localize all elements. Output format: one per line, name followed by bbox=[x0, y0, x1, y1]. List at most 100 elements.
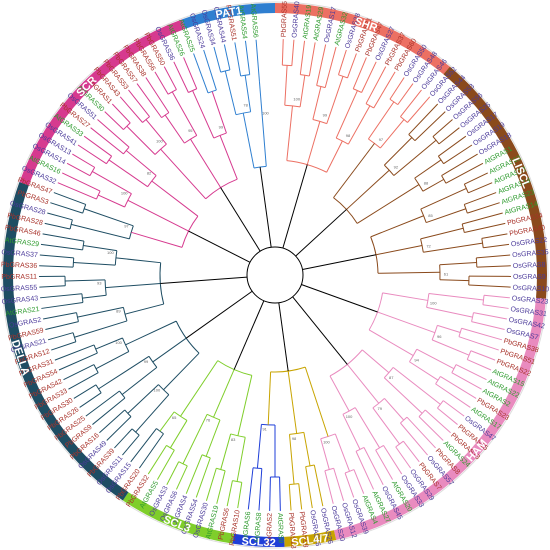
branch-line bbox=[320, 438, 330, 470]
branch-line bbox=[288, 434, 295, 485]
branch-line bbox=[471, 321, 505, 330]
branch-line bbox=[72, 153, 95, 168]
branch-line bbox=[335, 90, 358, 139]
branch-line bbox=[53, 192, 86, 205]
branch-line bbox=[136, 83, 162, 118]
branch-line bbox=[124, 303, 164, 315]
bootstrap-value: 85 bbox=[428, 213, 433, 218]
branch-line bbox=[306, 121, 321, 165]
branch-line bbox=[244, 75, 252, 112]
branch-line bbox=[424, 409, 451, 434]
leaf-label: PbGRAS18 bbox=[287, 512, 296, 549]
leaf-label: AtGRAS29 bbox=[4, 237, 39, 248]
branch-line bbox=[389, 77, 405, 100]
branch-line bbox=[443, 400, 465, 417]
bootstrap-value: 100 bbox=[156, 138, 163, 143]
branch-line bbox=[205, 468, 217, 501]
branch-line bbox=[440, 376, 477, 399]
branch-line bbox=[305, 466, 313, 509]
bootstrap-value: 76 bbox=[206, 417, 211, 422]
branch-line bbox=[255, 39, 260, 82]
branch-line bbox=[407, 96, 431, 123]
branch-line bbox=[267, 371, 272, 425]
branch-line bbox=[195, 457, 211, 498]
bootstrap-value: 95 bbox=[188, 128, 193, 133]
branch-line bbox=[41, 301, 84, 309]
branch-line bbox=[383, 377, 423, 414]
branch-line bbox=[481, 233, 508, 239]
bootstrap-value: 100 bbox=[323, 439, 330, 444]
branch-line bbox=[308, 42, 316, 77]
branch-line bbox=[224, 70, 237, 115]
branch-line bbox=[66, 162, 91, 177]
branch-line bbox=[104, 111, 124, 130]
bootstrap-value: 100 bbox=[262, 110, 269, 115]
branch-line bbox=[423, 242, 483, 253]
branch-line bbox=[377, 311, 436, 334]
branch-line bbox=[333, 143, 375, 198]
branch-line bbox=[262, 120, 267, 167]
branch-line bbox=[175, 465, 188, 490]
branch-line bbox=[425, 208, 466, 224]
branch-line bbox=[185, 290, 253, 339]
branch-line bbox=[83, 135, 112, 157]
branch-line bbox=[402, 440, 420, 463]
branch-line bbox=[58, 352, 98, 371]
branch-line bbox=[233, 300, 265, 370]
branch-line bbox=[418, 416, 444, 441]
branch-line bbox=[302, 254, 377, 270]
leaf-label: PbGRAS11 bbox=[1, 274, 37, 281]
branch-line bbox=[400, 422, 428, 456]
root-node bbox=[246, 246, 304, 304]
branch-line bbox=[279, 476, 281, 511]
branch-line bbox=[156, 449, 175, 480]
branch-line bbox=[414, 159, 442, 179]
branch-line bbox=[54, 344, 95, 361]
bootstrap-value: 99 bbox=[144, 359, 149, 364]
branch-line bbox=[346, 169, 390, 210]
branch-line bbox=[464, 222, 506, 234]
branch-line bbox=[154, 71, 169, 95]
bootstrap-value: 91 bbox=[262, 427, 267, 432]
branch-line bbox=[445, 162, 484, 184]
branch-line bbox=[65, 279, 106, 282]
branch-line bbox=[63, 364, 95, 381]
leaf-label: AtGRAS9 bbox=[276, 513, 284, 544]
clade-band-della bbox=[2, 181, 129, 501]
branch-line bbox=[281, 39, 284, 66]
branch-line bbox=[365, 66, 387, 104]
branch-line bbox=[84, 208, 134, 227]
branch-line bbox=[256, 424, 262, 469]
branch-line bbox=[125, 150, 157, 176]
branch-line bbox=[39, 254, 74, 259]
leaf-label: OsGRAS40 bbox=[291, 1, 301, 38]
branch-line bbox=[437, 324, 461, 333]
branch-line bbox=[226, 480, 233, 507]
branch-line bbox=[169, 420, 188, 449]
bootstrap-value: 97 bbox=[124, 223, 129, 228]
branch-line bbox=[462, 212, 503, 225]
branch-line bbox=[461, 327, 503, 341]
leaf-label: OsGRAS9 bbox=[513, 274, 546, 281]
branch-line bbox=[77, 306, 124, 318]
branch-line bbox=[74, 320, 128, 338]
branch-line bbox=[368, 329, 414, 356]
branch-line bbox=[420, 227, 464, 240]
branch-line bbox=[287, 371, 298, 434]
branch-line bbox=[347, 105, 371, 145]
branch-line bbox=[77, 144, 107, 165]
branch-line bbox=[282, 164, 308, 249]
branch-line bbox=[393, 139, 437, 176]
clade-band-ham bbox=[333, 297, 546, 541]
branch-line bbox=[432, 119, 453, 137]
branch-line bbox=[303, 432, 311, 466]
bootstrap-value: 100 bbox=[154, 388, 161, 393]
branch-line bbox=[299, 40, 306, 75]
branch-line bbox=[324, 470, 334, 504]
branch-line bbox=[468, 284, 511, 288]
branch-line bbox=[242, 112, 255, 169]
branch-line bbox=[298, 483, 303, 510]
leaf-label: OsGRAS23 bbox=[511, 295, 548, 306]
branch-line bbox=[356, 184, 420, 224]
